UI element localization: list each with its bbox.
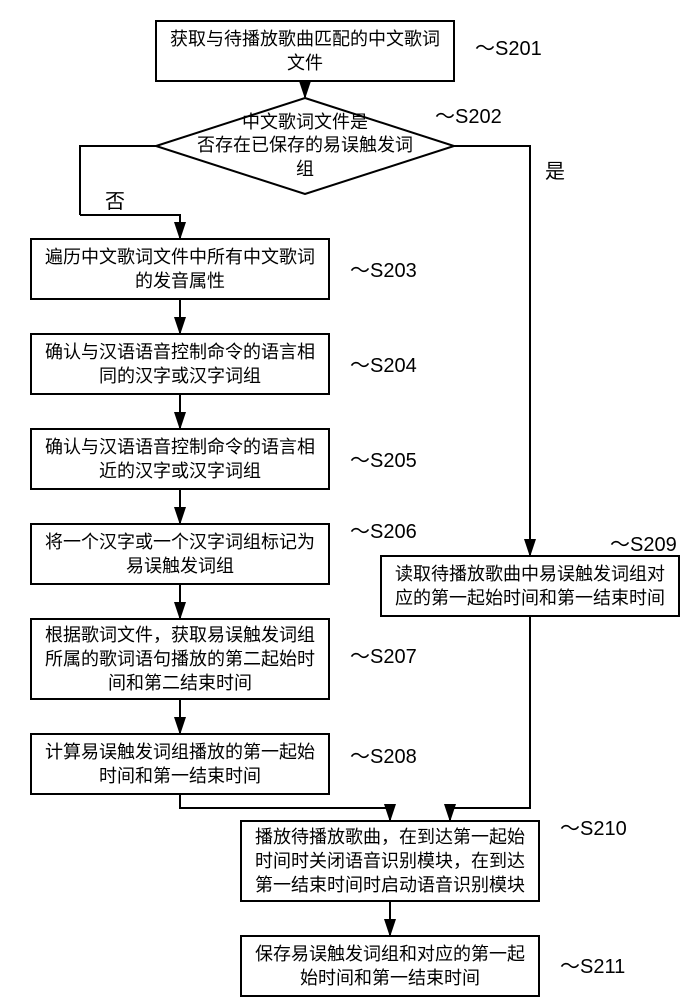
step-label-s203: ～S203 xyxy=(350,254,417,283)
step-label-s201: ～S201 xyxy=(475,32,542,61)
flow-node-s211: 保存易误触发词组和对应的第一起始时间和第一结束时间 xyxy=(240,935,540,997)
flow-node-s205: 确认与汉语语音控制命令的语言相近的汉字或汉字词组 xyxy=(30,428,330,490)
tilde: ～ xyxy=(350,746,370,768)
tilde: ～ xyxy=(560,956,580,978)
step-label-s206: ～S206 xyxy=(350,515,417,544)
flow-node-s206: 将一个汉字或一个汉字词组标记为易误触发词组 xyxy=(30,523,330,585)
step-label-s208: ～S208 xyxy=(350,740,417,769)
flow-node-s208: 计算易误触发词组播放的第一起始时间和第一结束时间 xyxy=(30,733,330,795)
tilde: ～ xyxy=(350,646,370,668)
flow-decision-s202: 中文歌词文件是否存在已保存的易误触发词组 xyxy=(155,97,455,195)
node-text: 读取待播放歌曲中易误触发词组对应的第一起始时间和第一结束时间 xyxy=(395,562,665,611)
step-label-s209: ～S209 xyxy=(610,528,677,557)
node-text: 遍历中文歌词文件中所有中文歌词的发音属性 xyxy=(45,245,315,294)
tilde: ～ xyxy=(350,355,370,377)
branch-yes: 是 xyxy=(545,155,565,184)
node-text: 获取与待播放歌曲匹配的中文歌词文件 xyxy=(170,27,440,76)
step-label-s210: ～S210 xyxy=(560,812,627,841)
tilde: ～ xyxy=(475,38,495,60)
step-label-s205: ～S205 xyxy=(350,444,417,473)
flow-node-s201: 获取与待播放歌曲匹配的中文歌词文件 xyxy=(155,20,455,82)
flow-node-s203: 遍历中文歌词文件中所有中文歌词的发音属性 xyxy=(30,238,330,300)
branch-no: 否 xyxy=(105,185,125,214)
node-text: 确认与汉语语音控制命令的语言相同的汉字或汉字词组 xyxy=(45,340,315,389)
flow-node-s204: 确认与汉语语音控制命令的语言相同的汉字或汉字词组 xyxy=(30,333,330,395)
flow-node-s210: 播放待播放歌曲，在到达第一起始时间时关闭语音识别模块，在到达第一结束时间时启动语… xyxy=(240,820,540,902)
node-text: 根据歌词文件，获取易误触发词组所属的歌词语句播放的第二起始时间和第二结束时间 xyxy=(45,623,315,696)
step-label-s202: ～S202 xyxy=(435,100,502,129)
node-text: 中文歌词文件是否存在已保存的易误触发词组 xyxy=(197,111,413,181)
step-label-s211: ～S211 xyxy=(560,950,625,979)
step-label-s204: ～S204 xyxy=(350,349,417,378)
tilde: ～ xyxy=(610,534,630,556)
node-text: 确认与汉语语音控制命令的语言相近的汉字或汉字词组 xyxy=(45,435,315,484)
node-text: 保存易误触发词组和对应的第一起始时间和第一结束时间 xyxy=(255,942,525,991)
node-text: 将一个汉字或一个汉字词组标记为易误触发词组 xyxy=(45,530,315,579)
flow-node-s209: 读取待播放歌曲中易误触发词组对应的第一起始时间和第一结束时间 xyxy=(380,555,680,617)
tilde: ～ xyxy=(560,818,580,840)
tilde: ～ xyxy=(350,521,370,543)
node-text: 播放待播放歌曲，在到达第一起始时间时关闭语音识别模块，在到达第一结束时间时启动语… xyxy=(255,825,525,898)
node-text: 计算易误触发词组播放的第一起始时间和第一结束时间 xyxy=(45,740,315,789)
tilde: ～ xyxy=(350,260,370,282)
tilde: ～ xyxy=(350,450,370,472)
tilde: ～ xyxy=(435,106,455,128)
step-label-s207: ～S207 xyxy=(350,640,417,669)
flow-node-s207: 根据歌词文件，获取易误触发词组所属的歌词语句播放的第二起始时间和第二结束时间 xyxy=(30,618,330,700)
